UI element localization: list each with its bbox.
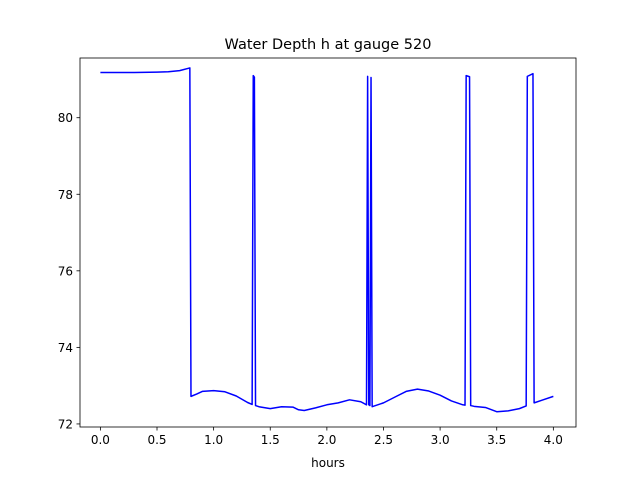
plot-area — [79, 57, 577, 428]
x-tick-label: 0.5 — [147, 433, 166, 447]
series-line-0 — [100, 67, 554, 413]
x-tick-label: 0.0 — [91, 433, 110, 447]
x-axis-label: hours — [311, 456, 345, 470]
x-tick-label: 1.5 — [261, 433, 280, 447]
y-tick-label: 78 — [58, 188, 73, 202]
x-tick-label: 4.0 — [544, 433, 563, 447]
x-tick-label: 3.0 — [431, 433, 450, 447]
series-layer — [100, 67, 554, 413]
y-tick-label: 80 — [58, 111, 73, 125]
chart-title: Water Depth h at gauge 520 — [225, 37, 432, 53]
x-axis-ticks: 0.0 0.5 1.0 1.5 2.0 2.5 3.0 3.5 4.0 — [91, 427, 563, 447]
y-tick-label: 74 — [58, 341, 73, 355]
x-tick-label: 2.0 — [317, 433, 336, 447]
y-tick-label: 72 — [58, 417, 73, 431]
x-tick-label: 2.5 — [374, 433, 393, 447]
y-axis-ticks: 72 74 76 78 80 — [58, 111, 80, 431]
x-tick-label: 3.5 — [487, 433, 506, 447]
y-tick-label: 76 — [58, 264, 73, 278]
axes-frame — [79, 57, 577, 428]
x-tick-label: 1.0 — [204, 433, 223, 447]
